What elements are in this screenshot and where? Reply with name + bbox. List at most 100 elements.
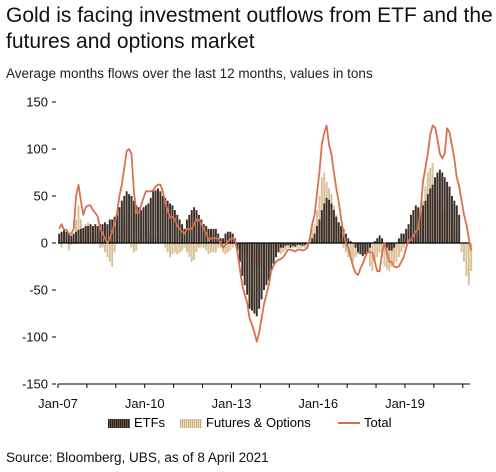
y-tick-label: 100: [26, 142, 48, 157]
etf-bar: [258, 243, 261, 309]
futures-options-bar: [284, 243, 287, 251]
etf-bar: [60, 231, 63, 243]
etf-bar: [318, 219, 321, 243]
etf-bar: [137, 207, 140, 243]
etf-bar: [438, 169, 441, 243]
futures-options-bar: [190, 243, 193, 262]
legend-item-total: Total: [338, 413, 391, 433]
etf-bar: [361, 243, 364, 257]
legend: ETFs Futures & Options Total: [0, 413, 496, 433]
etf-bar: [369, 243, 371, 248]
etf-bar: [402, 233, 405, 243]
source-note: Source: Bloomberg, UBS, as of 8 April 20…: [6, 450, 269, 465]
etf-bar: [373, 241, 376, 243]
futures-options-bar: [171, 243, 174, 255]
futures-options-bar: [219, 243, 222, 248]
etf-bar: [202, 224, 205, 243]
etf-bar: [419, 210, 422, 243]
futures-options-bar: [376, 243, 379, 258]
etf-bar: [132, 200, 135, 243]
etf-bar: [414, 205, 417, 243]
etf-bar: [87, 226, 90, 243]
legend-swatch-futures-options: [180, 419, 202, 429]
etf-bar: [123, 196, 126, 243]
etf-bar: [323, 203, 326, 243]
etf-bar: [335, 216, 338, 243]
futures-options-bar: [108, 243, 111, 262]
etf-bar: [325, 197, 328, 243]
etf-bar: [176, 214, 179, 243]
futures-options-bar: [224, 243, 227, 255]
etf-bar: [183, 228, 186, 243]
futures-options-bar: [460, 243, 463, 253]
etf-bar: [152, 191, 155, 243]
futures-options-bar: [202, 243, 205, 248]
etf-bar: [75, 231, 78, 243]
futures-options-bar: [185, 243, 188, 253]
etf-bar: [434, 177, 437, 243]
futures-options-bar: [113, 243, 116, 253]
y-tick-label: -150: [22, 377, 48, 392]
futures-options-bar: [217, 243, 220, 248]
etf-bar: [364, 243, 367, 255]
etf-bar: [154, 190, 157, 243]
etf-bar: [157, 188, 159, 243]
futures-options-bar: [212, 243, 215, 253]
etf-bar: [296, 243, 299, 245]
futures-options-bar: [169, 243, 172, 258]
futures-options-bar: [390, 243, 393, 267]
etf-bar: [275, 243, 278, 258]
etf-bar: [299, 243, 302, 245]
etf-bar: [354, 243, 357, 248]
etf-bar: [388, 243, 391, 251]
futures-options-bar: [231, 243, 234, 248]
etf-bar: [164, 197, 167, 243]
etf-bar: [248, 243, 251, 309]
futures-options-bar: [195, 243, 198, 253]
etf-bar: [250, 243, 253, 311]
futures-options-bar: [229, 243, 232, 251]
etf-bar: [200, 219, 203, 243]
etf-bar: [241, 243, 244, 276]
futures-options-bar: [210, 243, 212, 253]
x-tick-label: Jan-16: [298, 396, 338, 410]
x-axis: Jan-07 Jan-10 Jan-13 Jan-16 Jan-19: [38, 383, 470, 410]
futures-options-bar: [77, 205, 80, 243]
etf-bar: [349, 241, 352, 243]
futures-options-bar: [166, 243, 169, 253]
etf-bar: [422, 205, 425, 243]
etf-bar: [407, 224, 410, 243]
futures-options-bar: [279, 243, 282, 255]
etf-bar: [169, 203, 172, 243]
etf-bar: [311, 238, 314, 243]
total-line-layer: [58, 124, 473, 343]
etf-bar: [238, 243, 241, 262]
futures-options-bar: [181, 243, 184, 251]
etf-bar: [405, 228, 408, 243]
futures-options-bar: [467, 243, 470, 286]
etf-bar: [181, 224, 184, 243]
x-tick-label: Jan-10: [125, 396, 165, 410]
etf-bar: [446, 181, 449, 243]
etf-bar: [120, 200, 123, 243]
etf-bar: [356, 243, 359, 253]
etf-bar: [441, 172, 444, 243]
etf-bar: [337, 222, 340, 243]
futures-options-bar: [465, 243, 468, 276]
etf-bar: [455, 205, 458, 243]
x-tick-label: Jan-19: [385, 396, 425, 410]
futures-options-bar: [393, 243, 396, 264]
etf-bar: [70, 235, 73, 243]
futures-options-bar: [164, 243, 167, 248]
etf-bar: [366, 243, 369, 253]
etf-bar: [385, 243, 388, 248]
etf-bar: [219, 238, 222, 243]
etf-bar: [443, 177, 446, 243]
etf-bar: [448, 186, 451, 243]
chart-title: Gold is facing investment outflows from …: [6, 4, 493, 53]
x-tick-label: Jan-07: [38, 396, 78, 410]
futures-options-bar: [214, 243, 217, 253]
etf-bar: [301, 243, 304, 246]
etf-bar: [195, 210, 198, 243]
etf-bar: [222, 238, 225, 243]
